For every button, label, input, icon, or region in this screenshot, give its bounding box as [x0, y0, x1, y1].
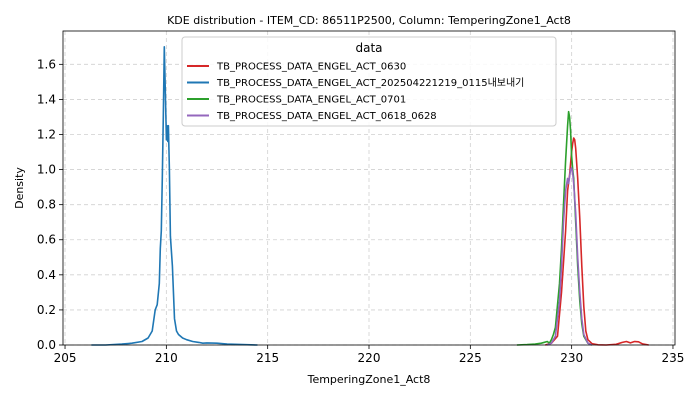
legend-items: TB_PROCESS_DATA_ENGEL_ACT_0630 TB_PROCESS… [187, 62, 524, 122]
legend-box [181, 36, 557, 127]
x-tick-label-6: 235 [662, 351, 685, 365]
series-line-0 [545, 137, 649, 346]
y-axis: 0.0 0.2 0.4 0.6 0.8 1.0 1.2 1.4 1.6 [37, 57, 63, 352]
x-axis-label: TemperingZone1_Act8 [307, 373, 431, 386]
series-line-3 [546, 167, 593, 346]
x-tick-label-3: 220 [358, 351, 381, 365]
legend-entry-1: TB_PROCESS_DATA_ENGEL_ACT_202504221219_0… [216, 77, 524, 89]
legend-entry-0: TB_PROCESS_DATA_ENGEL_ACT_0630 [216, 62, 406, 73]
y-tick-label-8: 1.6 [37, 57, 56, 71]
legend-entry-2: TB_PROCESS_DATA_ENGEL_ACT_0701 [216, 95, 406, 106]
y-tick-label-4: 0.8 [37, 198, 56, 212]
y-tick-label-7: 1.4 [37, 92, 56, 106]
x-axis: 205 210 215 220 225 230 235 [54, 345, 685, 365]
y-tick-label-6: 1.2 [37, 127, 56, 141]
series-line-1 [91, 45, 258, 346]
legend-title: data [355, 41, 382, 55]
y-tick-label-2: 0.4 [37, 268, 56, 282]
y-axis-label: Density [13, 167, 26, 209]
chart-title: KDE distribution - ITEM_CD: 86511P2500, … [167, 14, 571, 27]
y-tick-label-1: 0.2 [37, 303, 56, 317]
legend-entry-3: TB_PROCESS_DATA_ENGEL_ACT_0618_0628 [216, 111, 437, 122]
x-tick-label-1: 210 [155, 351, 178, 365]
x-tick-label-2: 215 [256, 351, 279, 365]
y-tick-label-0: 0.0 [37, 338, 56, 352]
y-tick-label-3: 0.6 [37, 233, 56, 247]
legend: data TB_PROCESS_DATA_ENGEL_ACT_0630TB_PR… [181, 36, 557, 127]
y-tick-label-5: 1.0 [37, 163, 56, 177]
x-tick-label-4: 225 [459, 351, 482, 365]
x-tick-label-5: 230 [560, 351, 583, 365]
series-lines [91, 45, 649, 346]
x-tick-label-0: 205 [54, 351, 77, 365]
